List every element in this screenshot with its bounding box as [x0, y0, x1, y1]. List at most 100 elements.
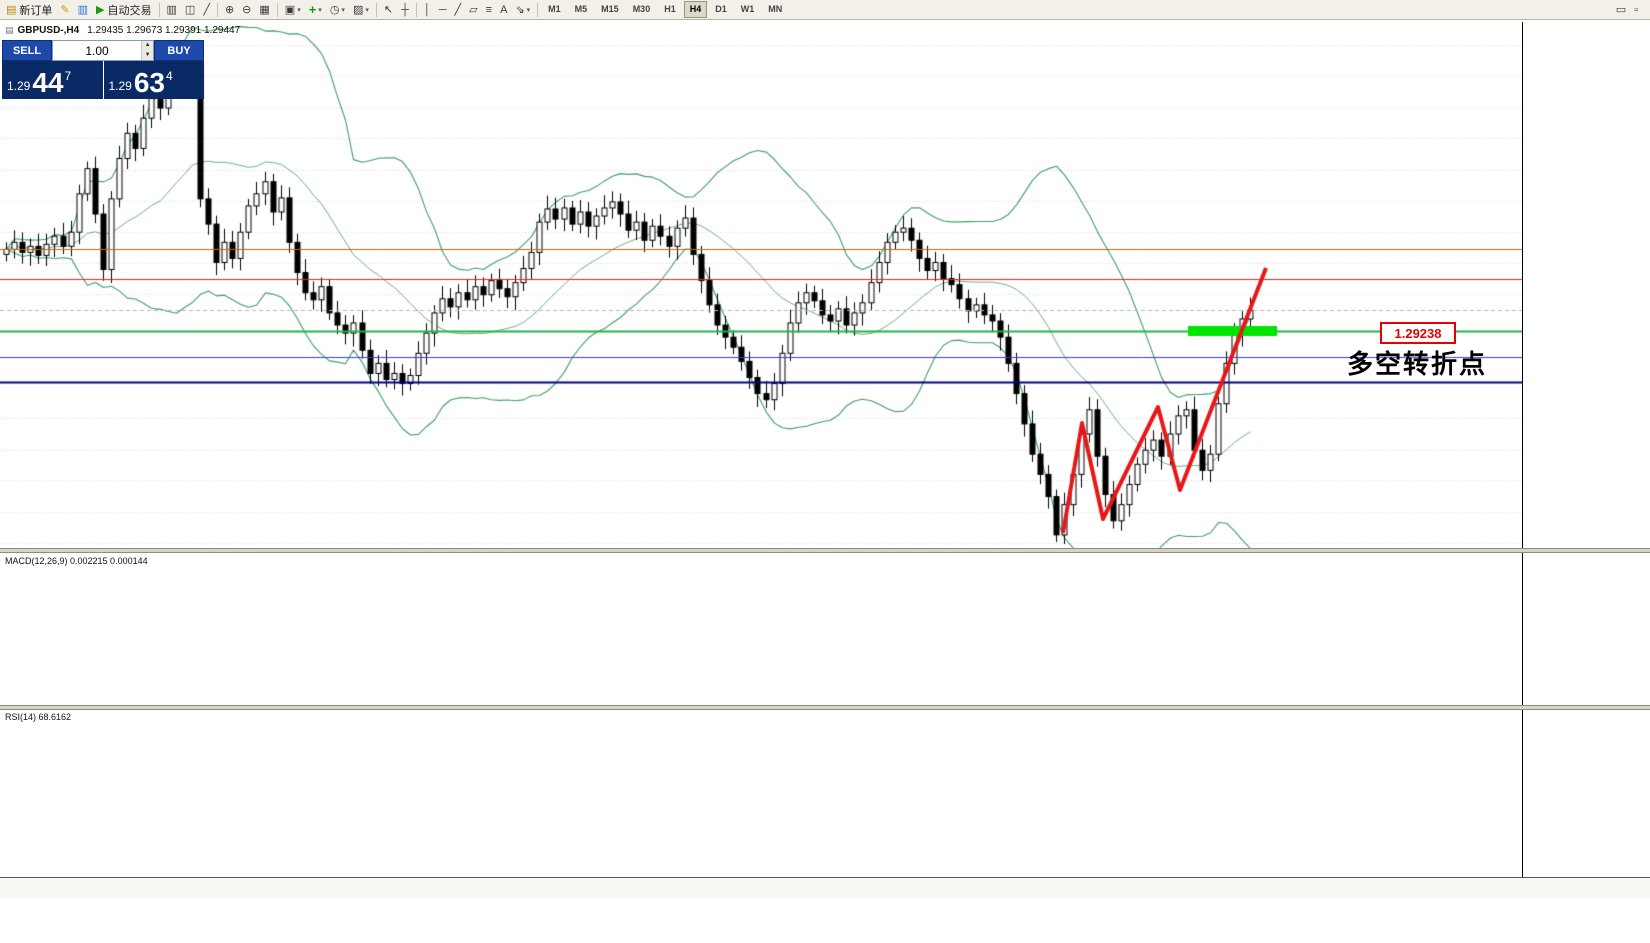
add-indicator-icon: +: [308, 1, 317, 17]
timeframe-button-h1[interactable]: H1: [664, 4, 676, 14]
bar-chart-icon[interactable]: ▥: [164, 2, 180, 18]
autotrading-button[interactable]: ▶ 自动交易: [93, 2, 154, 18]
arrows-tool-icon-caret[interactable]: ▾: [526, 6, 531, 14]
rsi-indicator-label: RSI(14) 68.6162: [5, 712, 72, 722]
time-axis[interactable]: [0, 877, 1650, 898]
vertical-line-icon: │: [423, 3, 431, 16]
text-tool-icon: A: [500, 3, 508, 16]
candlestick-chart-icon[interactable]: ◫: [182, 2, 198, 18]
candlestick-chart-icon: ◫: [184, 3, 196, 16]
new-order-button[interactable]: ▤ 新订单: [3, 2, 55, 18]
toolbar-separator: [216, 2, 218, 17]
timeframe-button-d1[interactable]: D1: [715, 4, 727, 14]
sell-price-pip: 7: [64, 69, 72, 83]
autotrading-button-label: 自动交易: [107, 4, 152, 17]
price-chart-canvas[interactable]: [0, 22, 1522, 550]
trendline-icon[interactable]: ╱: [452, 2, 465, 18]
add-indicator-icon[interactable]: + ▾: [306, 2, 325, 18]
fibonacci-icon[interactable]: ≡: [483, 2, 495, 18]
buy-price-prefix: 1.29: [108, 79, 132, 93]
buy-button[interactable]: BUY: [154, 40, 204, 61]
chart-symbol-period: GBPUSD-,H4: [17, 25, 80, 36]
tile-windows-icon: ▦: [259, 3, 270, 16]
horizontal-line-icon[interactable]: ─: [436, 2, 450, 18]
turning-point-note[interactable]: 多空转折点: [1347, 349, 1488, 379]
sell-price-prefix: 1.29: [7, 79, 31, 93]
vertical-line-icon[interactable]: │: [421, 2, 434, 18]
timeframe-button-m30[interactable]: M30: [632, 4, 651, 14]
add-indicator-icon-caret[interactable]: ▾: [318, 6, 322, 14]
toolbar-separator: [276, 2, 278, 17]
timeframe-button-mn[interactable]: MN: [768, 4, 783, 14]
templates-icon-caret[interactable]: ▾: [365, 6, 369, 14]
timeframe-button-m15[interactable]: M15: [601, 4, 619, 14]
sell-price-display[interactable]: 1.29 44 7: [2, 61, 103, 99]
new-chart-icon-caret[interactable]: ▾: [297, 6, 301, 14]
sell-price-big: 44: [32, 67, 64, 98]
arrows-tool-icon[interactable]: ⇘ ▾: [512, 2, 533, 18]
toolbar-separator: [375, 2, 377, 17]
market-depth-icon[interactable]: ▥: [75, 2, 91, 18]
channel-icon[interactable]: ▱: [466, 2, 480, 18]
buy-price-pip: 4: [166, 69, 173, 83]
macd-panel-canvas[interactable]: [0, 553, 1522, 705]
timeframe-button-h4[interactable]: H4: [683, 1, 708, 18]
fibonacci-icon: ≡: [485, 3, 493, 16]
arrows-tool-icon: ⇘: [515, 3, 525, 16]
chart-shift-icon[interactable]: ▭: [1615, 4, 1627, 16]
new-chart-icon[interactable]: ▣ ▾: [282, 2, 304, 18]
line-chart-icon: ╱: [203, 3, 210, 16]
macd-indicator-label: MACD(12,26,9) 0.002215 0.000144: [5, 556, 148, 566]
periods-icon[interactable]: ◷ ▾: [327, 2, 348, 18]
autoscroll-icon[interactable]: ▫: [1634, 3, 1638, 16]
trade-panel-top-row: SELL ▲ ▼ BUY: [2, 40, 204, 61]
one-click-trading-panel: SELL ▲ ▼ BUY 1.29 44 7 1.29 63 4: [2, 40, 204, 99]
volume-input[interactable]: [53, 41, 142, 60]
zoom-in-icon[interactable]: ⊕: [222, 2, 237, 18]
zoom-in-icon: ⊕: [224, 3, 235, 16]
trendline-icon: ╱: [454, 3, 462, 16]
buy-price-display[interactable]: 1.29 63 4: [103, 61, 204, 99]
toolbar-separator: [537, 2, 539, 17]
macd-panel-separator[interactable]: [0, 548, 1650, 553]
chart-title: ▤ GBPUSD-,H4 1.29435 1.29673 1.29391 1.2…: [5, 25, 240, 36]
price-callout-box[interactable]: 1.29238: [1380, 322, 1456, 344]
rsi-panel-separator[interactable]: [0, 705, 1650, 710]
volume-down-icon[interactable]: ▼: [142, 50, 153, 60]
sell-button[interactable]: SELL: [2, 40, 52, 61]
templates-icon: ▨: [352, 3, 364, 16]
chart-type-mini-icon: ▤: [5, 25, 14, 35]
channel-icon: ▱: [469, 3, 478, 16]
new-order-button: ▤: [6, 3, 17, 16]
new-order-button-label: 新订单: [19, 4, 53, 17]
line-chart-icon[interactable]: ╱: [200, 2, 213, 18]
market-depth-icon: ▥: [77, 3, 89, 16]
toolbar: ▤ 新订单 ✎ ▥ ▶ 自动交易 ▥ ◫ ╱ ⊕ ⊖ ▦ ▣ ▾ + ▾ ◷ ▾ ▨ ▾ ↖ ┼ │ ─ ╱ ▱ ≡ A ⇘ ▾ M1 M5…: [0, 0, 1650, 20]
timeframe-button-m5[interactable]: M5: [574, 4, 588, 14]
price-axis[interactable]: [1522, 22, 1650, 877]
volume-up-icon[interactable]: ▲: [142, 41, 153, 51]
edit-icon: ✎: [60, 3, 70, 16]
text-tool-icon[interactable]: A: [497, 2, 510, 18]
toolbar-separator: [415, 2, 417, 17]
edit-icon[interactable]: ✎: [57, 2, 72, 18]
crosshair-icon[interactable]: ┼: [398, 2, 412, 18]
crosshair-icon: ┼: [401, 3, 409, 16]
timeframe-button-w1[interactable]: W1: [740, 4, 755, 14]
new-chart-icon: ▣: [284, 3, 296, 16]
bar-chart-icon: ▥: [166, 3, 177, 16]
timeframe-bar: M1 M5 M15 M30 H1 H4 D1 W1 MN: [541, 1, 789, 18]
timeframe-button-m1[interactable]: M1: [548, 4, 561, 14]
tile-windows-icon[interactable]: ▦: [256, 2, 272, 18]
periods-icon-caret[interactable]: ▾: [341, 6, 345, 14]
templates-icon[interactable]: ▨ ▾: [350, 2, 372, 18]
volume-box: ▲ ▼: [52, 40, 154, 61]
cursor-icon[interactable]: ↖: [381, 2, 396, 18]
volume-spinner: ▲ ▼: [141, 41, 153, 60]
chart-ohlc-values: 1.29435 1.29673 1.29391 1.29447: [87, 25, 241, 36]
cursor-icon: ↖: [383, 3, 394, 16]
horizontal-line-icon: ─: [438, 3, 447, 16]
zoom-out-icon[interactable]: ⊖: [239, 2, 254, 18]
rsi-panel-canvas[interactable]: [0, 710, 1522, 877]
